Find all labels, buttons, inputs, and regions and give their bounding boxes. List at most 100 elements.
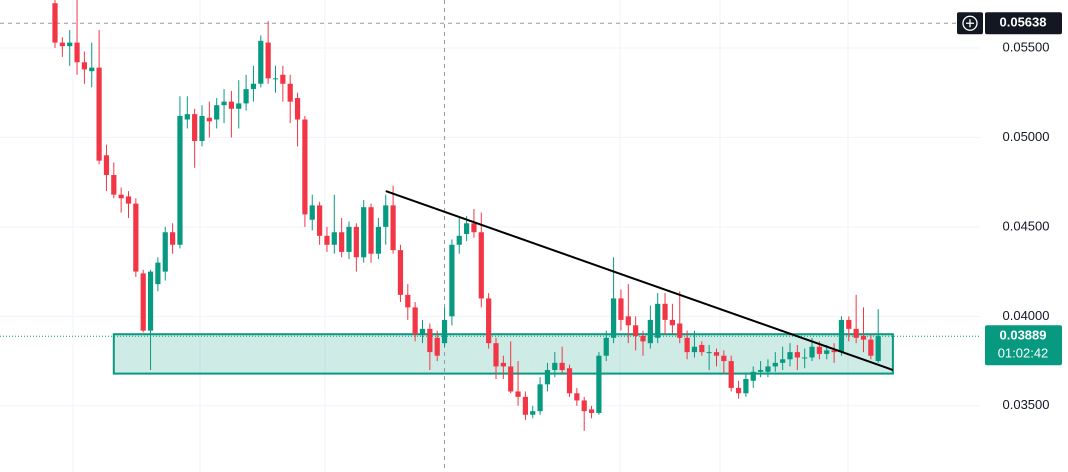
add-button-ring (962, 15, 978, 31)
candle-body (287, 83, 293, 102)
countdown: 01:02:42 (998, 346, 1049, 361)
add-button[interactable] (957, 12, 983, 35)
candle-body (868, 339, 874, 356)
candle-body (846, 319, 852, 329)
candle-body (464, 223, 470, 235)
candle-body (67, 42, 73, 47)
candle-body (588, 409, 595, 413)
candle-body (294, 98, 301, 120)
candle-body (59, 42, 65, 47)
candle-body (177, 115, 183, 245)
candle-body (471, 223, 477, 233)
candle-body (794, 352, 800, 358)
candle-body (765, 366, 771, 372)
candle-body (243, 89, 249, 104)
candle-body (434, 337, 440, 356)
candle-body (125, 196, 132, 204)
candle-body (272, 78, 279, 80)
candle-body (412, 307, 418, 335)
candle-body (581, 400, 587, 412)
candle-body (155, 262, 161, 285)
candle-body (147, 271, 154, 331)
candle-body (419, 328, 426, 335)
candle-body (192, 114, 198, 141)
candle-body (691, 346, 698, 353)
candle-body (228, 101, 234, 109)
candle-body (427, 328, 433, 353)
candle-body (640, 336, 646, 342)
candle-body (669, 319, 675, 326)
candle-body (838, 319, 845, 353)
candle-body (302, 119, 308, 215)
candle-body (324, 235, 330, 245)
candle-body (368, 207, 374, 254)
candle-body (449, 244, 455, 317)
crosshair-badge (985, 12, 1062, 35)
candle-body (831, 350, 837, 353)
candle-body (96, 67, 102, 161)
candle-body (456, 235, 462, 245)
candle-body (221, 101, 227, 106)
candle-body (331, 232, 337, 245)
y-tick-label: 0.03500 (1003, 397, 1050, 412)
candle-body (809, 346, 815, 358)
candle-body (530, 411, 536, 415)
candle-body (552, 362, 558, 371)
candle-body (750, 371, 756, 381)
candle-body (74, 42, 80, 63)
y-tick-label: 0.05500 (1003, 39, 1050, 54)
candle-body (772, 362, 778, 367)
candle-body (713, 352, 720, 356)
candle-body (625, 316, 631, 326)
last-price: 0.03889 (1000, 328, 1047, 343)
candle-body (397, 250, 404, 295)
candle-body (662, 303, 668, 320)
last-price-badge (985, 325, 1062, 366)
candle-body (346, 226, 352, 252)
candle-body (787, 352, 793, 360)
candle-body (486, 298, 492, 344)
candle-body (493, 343, 499, 367)
candle-body (236, 103, 242, 109)
candle-body (684, 337, 690, 353)
candle-body (390, 205, 396, 251)
candle-body (544, 370, 551, 385)
candle-body (170, 232, 176, 245)
candle-body (633, 325, 639, 337)
candle-body (706, 352, 712, 354)
candle-body (441, 319, 448, 344)
candle-body (522, 396, 528, 415)
candle-body (853, 328, 859, 338)
candle-body (515, 391, 521, 397)
candle-body (339, 232, 345, 252)
candle-body (214, 105, 220, 120)
candle-body (758, 370, 764, 372)
candle-body (265, 42, 271, 79)
candle-body (500, 362, 506, 367)
candle-body (743, 378, 749, 394)
candle-body (309, 205, 315, 220)
candle-body (596, 355, 602, 413)
candle-body (353, 226, 359, 258)
candle-body (875, 336, 881, 362)
candle-body (81, 62, 87, 70)
candle-body (103, 155, 110, 175)
candle-body (405, 294, 411, 308)
candle-body (566, 368, 573, 394)
candle-body (118, 194, 124, 199)
y-tick-label: 0.04500 (1003, 218, 1050, 233)
candle-body (206, 117, 212, 122)
candle-body (508, 366, 514, 392)
y-tick-label: 0.04000 (1003, 308, 1050, 323)
candle-body (780, 359, 786, 363)
candle-body (162, 232, 168, 272)
candle-body (317, 205, 323, 236)
trendline (385, 190, 894, 371)
candle-body (258, 40, 264, 84)
candle-body (361, 207, 367, 258)
candle-body (735, 387, 742, 394)
candle-body (647, 319, 653, 344)
candle-body (250, 83, 257, 90)
candle-body (618, 298, 624, 320)
